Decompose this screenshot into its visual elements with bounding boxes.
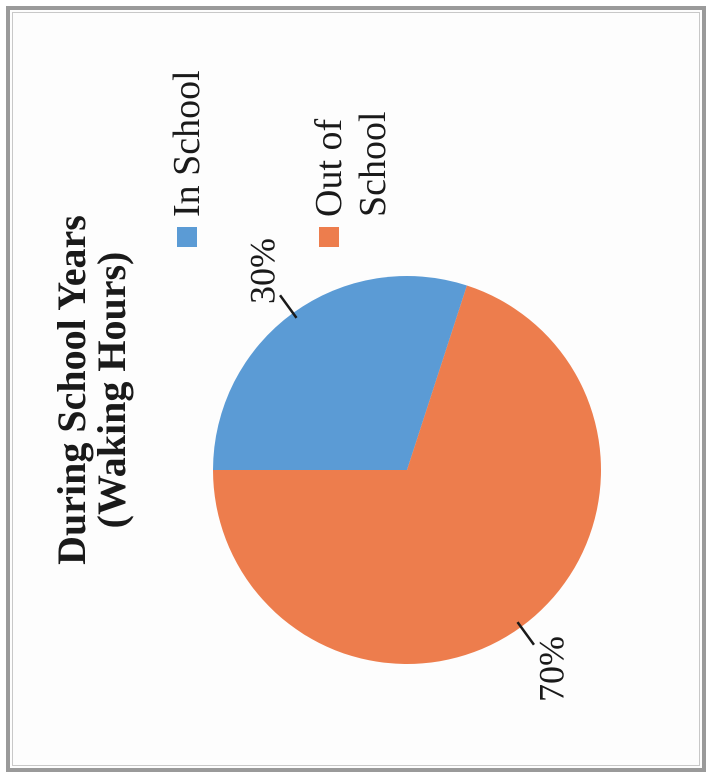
pie-data-labels: 30% 70%	[242, 238, 571, 702]
pie-slices	[213, 276, 601, 664]
pie-leader-lines	[279, 294, 535, 646]
legend-swatch	[319, 227, 339, 247]
chart-legend: In School Out of School	[166, 70, 394, 247]
pie-slice-in-school	[213, 276, 467, 470]
chart-title: During School Years	[49, 215, 94, 565]
legend-swatch	[177, 227, 197, 247]
data-label: 70%	[532, 636, 572, 702]
pie-slice-out-of-school	[213, 285, 601, 664]
legend-label: School	[352, 111, 394, 217]
chart-subtitle: (Waking Hours)	[89, 252, 134, 529]
legend-label: Out of	[308, 119, 350, 218]
data-label: 30%	[242, 238, 282, 304]
leader-line	[279, 294, 298, 319]
legend-label: In School	[166, 70, 208, 217]
leader-line	[516, 621, 535, 646]
